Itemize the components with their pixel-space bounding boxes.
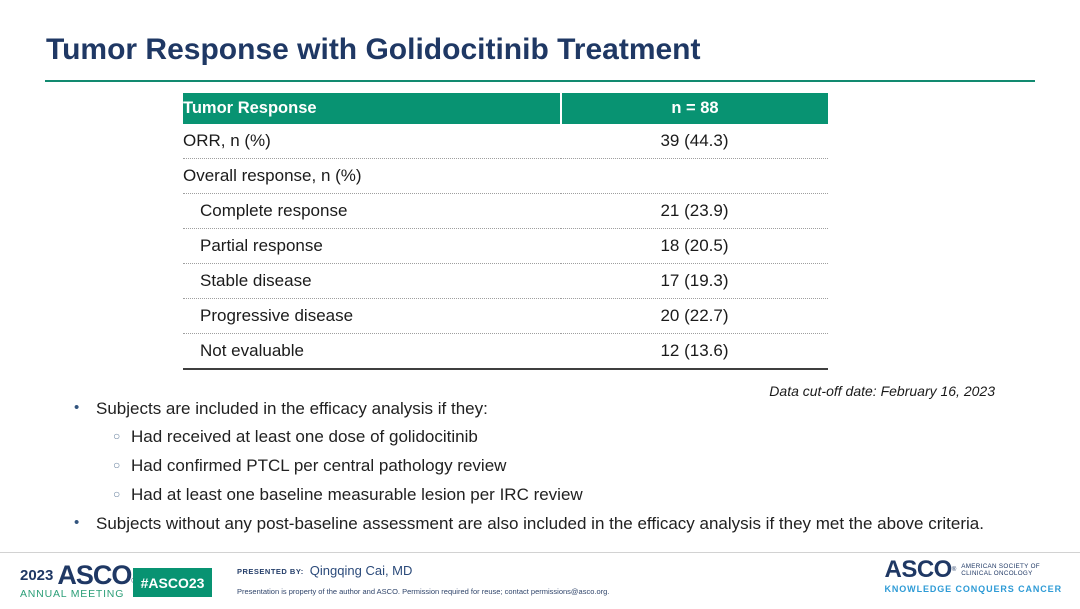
table-row-overall-response: Overall response, n (%) xyxy=(183,158,828,194)
row-label: Stable disease xyxy=(183,263,561,299)
table-header-tumor-response: Tumor Response xyxy=(183,93,561,124)
data-cutoff-note: Data cut-off date: February 16, 2023 xyxy=(769,383,995,399)
page-title: Tumor Response with Golidocitinib Treatm… xyxy=(46,33,701,66)
bullet-list: • Subjects are included in the efficacy … xyxy=(70,399,1060,542)
row-value xyxy=(561,158,828,194)
row-label: Overall response, n (%) xyxy=(183,158,561,194)
sub-bullet-text: Had received at least one dose of golido… xyxy=(131,427,478,446)
row-value: 17 (19.3) xyxy=(561,263,828,299)
table-row-stable-disease: Stable disease 17 (19.3) xyxy=(183,263,828,299)
table-header-row: Tumor Response n = 88 xyxy=(183,93,828,124)
table-row-orr: ORR, n (%) 39 (44.3) xyxy=(183,124,828,159)
meeting-year: 2023 xyxy=(20,567,54,584)
society-line2: CLINICAL ONCOLOGY xyxy=(961,570,1033,577)
presented-by-block: PRESENTED BY: Qingqing Cai, MD Presentat… xyxy=(237,563,609,596)
bullet-item: • Subjects are included in the efficacy … xyxy=(70,399,1060,418)
presented-by-label: PRESENTED BY: xyxy=(237,567,304,576)
tumor-response-table: Tumor Response n = 88 ORR, n (%) 39 (44.… xyxy=(183,93,828,370)
bullet-text: Subjects without any post-baseline asses… xyxy=(96,514,984,533)
bullet-text: Subjects are included in the efficacy an… xyxy=(96,399,488,418)
bullet-icon: • xyxy=(74,399,80,416)
table-row-partial-response: Partial response 18 (20.5) xyxy=(183,228,828,264)
row-value: 20 (22.7) xyxy=(561,298,828,334)
bullet-icon: • xyxy=(74,514,80,531)
row-label: Partial response xyxy=(183,228,561,264)
circle-bullet-icon: ○ xyxy=(113,429,121,443)
row-label: Complete response xyxy=(183,193,561,229)
row-label: Progressive disease xyxy=(183,298,561,334)
row-label: Not evaluable xyxy=(183,333,561,370)
circle-bullet-icon: ○ xyxy=(113,458,121,472)
row-value: 21 (23.9) xyxy=(561,193,828,229)
sub-bullet-item: ○ Had received at least one dose of goli… xyxy=(112,427,1060,446)
presenter-name: Qingqing Cai, MD xyxy=(309,563,413,578)
table-row-progressive-disease: Progressive disease 20 (22.7) xyxy=(183,298,828,334)
hashtag-badge: #ASCO23 xyxy=(133,568,212,597)
annual-meeting-label: ANNUAL MEETING xyxy=(20,588,125,600)
table-row-not-evaluable: Not evaluable 12 (13.6) xyxy=(183,333,828,370)
disclaimer-text: Presentation is property of the author a… xyxy=(237,587,610,596)
society-line1: AMERICAN SOCIETY OF xyxy=(961,562,1040,570)
society-name: AMERICAN SOCIETY OF CLINICAL ONCOLOGY xyxy=(961,563,1040,578)
table-row-complete-response: Complete response 21 (23.9) xyxy=(183,193,828,229)
asco-tagline: KNOWLEDGE CONQUERS CANCER xyxy=(884,584,1062,594)
table-header-n: n = 88 xyxy=(560,93,828,124)
bullet-item: • Subjects without any post-baseline ass… xyxy=(70,514,1060,533)
asco-wordmark: ASCO xyxy=(884,556,952,583)
sub-bullet-text: Had confirmed PTCL per central pathology… xyxy=(131,456,507,475)
registered-mark-icon: ® xyxy=(951,566,957,573)
circle-bullet-icon: ○ xyxy=(113,487,121,501)
row-value: 39 (44.3) xyxy=(561,124,828,159)
asco-wordmark: ASCO xyxy=(57,560,132,590)
sub-bullet-text: Had at least one baseline measurable les… xyxy=(131,485,583,504)
asco-annual-meeting-logo: 2023 ASCO ® ANNUAL MEETING xyxy=(20,560,137,601)
row-value: 12 (13.6) xyxy=(561,333,828,370)
title-underline xyxy=(45,80,1035,82)
row-label: ORR, n (%) xyxy=(183,124,561,159)
sub-bullet-item: ○ Had at least one baseline measurable l… xyxy=(112,485,1060,504)
row-value: 18 (20.5) xyxy=(561,228,828,264)
footer-divider xyxy=(0,552,1080,553)
asco-society-logo: ASCO ® AMERICAN SOCIETY OF CLINICAL ONCO… xyxy=(884,556,1062,595)
sub-bullet-item: ○ Had confirmed PTCL per central patholo… xyxy=(112,456,1060,475)
